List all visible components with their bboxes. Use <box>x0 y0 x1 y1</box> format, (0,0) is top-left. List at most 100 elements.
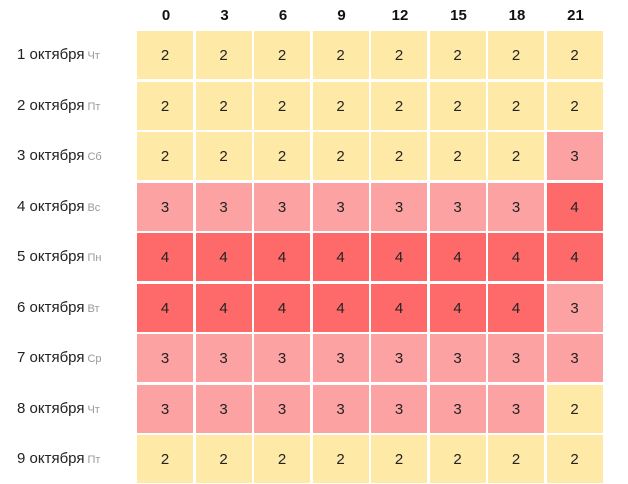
value-cell: 4 <box>546 182 604 232</box>
weekday-text: Чт <box>87 403 100 416</box>
hour-header: 9 <box>337 7 346 24</box>
value-cell: 3 <box>488 182 545 232</box>
value-cell: 2 <box>488 31 545 80</box>
weekday-text: Вс <box>87 201 101 214</box>
day-label: 5 октября Пн <box>17 233 101 281</box>
value-cell: 3 <box>312 334 370 383</box>
value-cell: 2 <box>312 31 370 80</box>
day-label: 7 октября Ср <box>17 334 102 382</box>
value-cell: 3 <box>546 132 604 181</box>
value-cell: 3 <box>254 182 311 232</box>
value-cell: 2 <box>488 132 545 181</box>
value-cell: 2 <box>137 132 194 181</box>
value-cell: 4 <box>195 233 253 282</box>
date-text: 9 октября <box>17 450 85 467</box>
value-cell: 3 <box>488 334 545 383</box>
value-cell: 3 <box>488 384 545 434</box>
weekday-text: Пт <box>87 100 101 113</box>
weekday-text: Вт <box>87 302 100 315</box>
value-cell: 3 <box>429 384 487 434</box>
weekday-text: Пт <box>87 454 101 466</box>
value-cell: 2 <box>195 132 253 181</box>
hour-header: 0 <box>161 7 171 24</box>
value-cell: 4 <box>195 283 253 333</box>
value-cell: 4 <box>488 233 545 282</box>
value-cell: 3 <box>546 334 604 383</box>
value-cell: 3 <box>371 182 428 232</box>
value-cell: 2 <box>371 435 428 484</box>
value-cell: 3 <box>546 283 604 333</box>
value-cell: 3 <box>195 334 253 383</box>
date-text: 1 октября <box>17 46 85 63</box>
value-cell: 2 <box>429 31 487 80</box>
value-cell: 2 <box>254 435 311 484</box>
hour-header: 3 <box>220 7 229 24</box>
value-cell: 2 <box>371 132 428 181</box>
value-cell: 2 <box>137 435 194 484</box>
value-cell: 4 <box>137 233 194 282</box>
value-cell: 4 <box>254 283 311 333</box>
value-cell: 4 <box>429 283 487 333</box>
value-cell: 3 <box>312 384 370 434</box>
value-cell: 2 <box>371 81 428 131</box>
value-cell: 2 <box>429 132 487 181</box>
date-text: 3 октября <box>17 147 85 164</box>
value-cell: 3 <box>137 384 194 434</box>
value-cell: 2 <box>488 435 545 484</box>
day-label: 2 октября Пт <box>17 82 100 130</box>
value-cell: 3 <box>371 334 428 383</box>
date-text: 5 октября <box>17 248 85 265</box>
value-cell: 3 <box>254 384 311 434</box>
value-cell: 4 <box>312 233 370 282</box>
hour-header: 6 <box>278 7 288 24</box>
hour-header: 21 <box>567 7 584 24</box>
value-cell: 2 <box>137 31 194 80</box>
value-cell: 2 <box>195 81 253 131</box>
value-cell: 3 <box>429 334 487 383</box>
value-cell: 2 <box>488 81 545 131</box>
value-cell: 3 <box>137 334 194 383</box>
value-cell: 4 <box>488 283 545 333</box>
value-cell: 2 <box>546 384 604 434</box>
value-cell: 2 <box>546 81 604 131</box>
value-cell: 4 <box>546 233 604 282</box>
day-label: 4 октября Вс <box>17 183 100 231</box>
value-cell: 4 <box>371 233 428 282</box>
value-cell: 4 <box>429 233 487 282</box>
value-cell: 2 <box>546 31 604 80</box>
value-cell: 3 <box>195 182 253 232</box>
value-cell: 2 <box>312 132 370 181</box>
hour-header: 18 <box>508 7 526 24</box>
value-cell: 3 <box>312 182 370 232</box>
value-cell: 4 <box>312 283 370 333</box>
date-text: 2 октября <box>17 96 85 114</box>
weekday-text: Сб <box>87 151 102 163</box>
day-label: 1 октября Чт <box>17 31 100 79</box>
weekday-text: Ср <box>87 353 102 365</box>
day-label: 6 октября Вт <box>17 284 99 332</box>
value-cell: 2 <box>254 81 311 131</box>
forecast-grid: 0 3 6 9 12 15 18 21 1 октября Чт 2 2 2 2 2 2 2 2 2 октября… <box>17 7 604 484</box>
value-cell: 2 <box>429 81 487 131</box>
value-cell: 4 <box>254 233 311 282</box>
value-cell: 2 <box>254 31 311 80</box>
day-label: 3 октября Сб <box>17 132 102 180</box>
value-cell: 3 <box>137 182 194 232</box>
day-label: 8 октября Чт <box>17 385 100 433</box>
value-cell: 4 <box>137 283 194 333</box>
value-cell: 2 <box>371 31 428 80</box>
date-text: 6 октября <box>17 298 85 316</box>
weekday-text: Пн <box>87 252 102 264</box>
value-cell: 3 <box>371 384 428 434</box>
weekday-text: Чт <box>87 50 100 62</box>
value-cell: 2 <box>195 31 253 80</box>
hour-header: 15 <box>450 7 467 24</box>
value-cell: 2 <box>429 435 487 484</box>
value-cell: 2 <box>546 435 604 484</box>
value-cell: 2 <box>137 81 194 131</box>
date-text: 8 октября <box>17 399 85 417</box>
date-text: 7 октября <box>17 349 85 366</box>
hour-header: 12 <box>391 7 409 24</box>
value-cell: 3 <box>429 182 487 232</box>
value-cell: 3 <box>254 334 311 383</box>
